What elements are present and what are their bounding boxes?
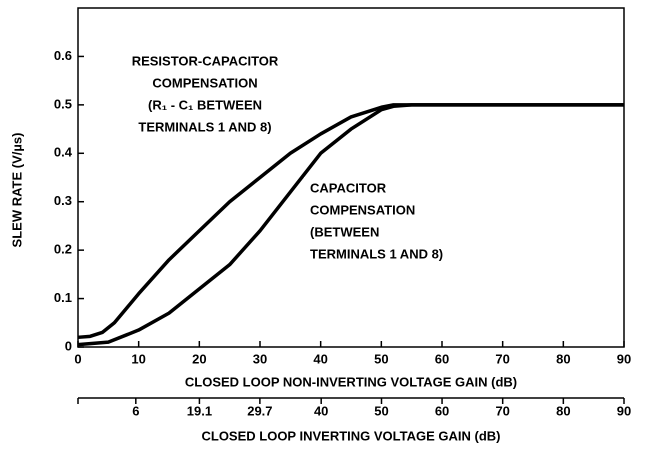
y-tick-label: 0.6: [54, 48, 72, 63]
annotation-box: [304, 177, 518, 267]
x-tick-label: 50: [374, 351, 388, 366]
x2-tick-label: 80: [556, 403, 570, 418]
annotation-text: COMPENSATION: [310, 202, 415, 217]
x2-tick-label: 29.7: [247, 403, 272, 418]
x2-tick-label: 40: [314, 403, 328, 418]
annotation-box: [93, 50, 305, 140]
y-tick-label: 0.2: [54, 242, 72, 257]
annotation-text: (R₁ - C₁ BETWEEN: [148, 97, 262, 112]
x-tick-label: 0: [74, 351, 81, 366]
x-tick-label: 70: [495, 351, 509, 366]
plot-frame: [77, 7, 625, 348]
y-tick-label: 0.1: [54, 290, 72, 305]
annotation-text: RESISTOR-CAPACITOR: [132, 53, 279, 68]
x2-tick-label: 6: [132, 403, 139, 418]
x2-axis-label: CLOSED LOOP INVERTING VOLTAGE GAIN (dB): [201, 428, 500, 443]
line-series: [77, 103, 624, 347]
x-tick-label: 20: [192, 351, 206, 366]
x2-tick-label: 60: [435, 403, 449, 418]
y-tick-label: 0.5: [54, 96, 72, 111]
x-tick-label: 90: [617, 351, 631, 366]
x-tick-label: 40: [313, 351, 327, 366]
annotation-text: TERMINALS 1 AND 8): [138, 119, 271, 134]
x2-tick-label: 70: [495, 403, 509, 418]
y-tick-label: 0: [65, 338, 72, 353]
annotation-text: TERMINALS 1 AND 8): [310, 246, 443, 261]
line-series: [77, 103, 624, 340]
y-axis-label: SLEW RATE (V/µs): [9, 133, 24, 248]
annotation-text: (BETWEEN: [310, 224, 379, 239]
x-tick-label: 60: [435, 351, 449, 366]
annotation-text: COMPENSATION: [152, 75, 257, 90]
y-tick-label: 0.4: [54, 145, 73, 160]
x-axis-label: CLOSED LOOP NON-INVERTING VOLTAGE GAIN (…: [185, 374, 517, 389]
y-tick-label: 0.3: [54, 193, 72, 208]
x-tick-label: 30: [253, 351, 267, 366]
x-tick-label: 10: [131, 351, 145, 366]
x2-tick-label: 90: [617, 403, 631, 418]
x-tick-label: 80: [556, 351, 570, 366]
annotation-text: CAPACITOR: [310, 180, 387, 195]
x2-tick-label: 19.1: [187, 403, 212, 418]
x2-tick-label: 50: [374, 403, 388, 418]
